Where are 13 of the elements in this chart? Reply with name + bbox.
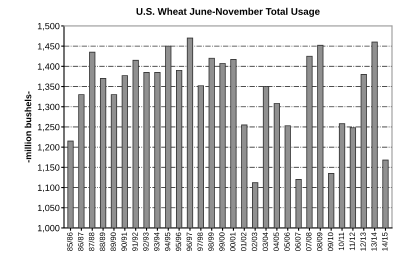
chart-title: U.S. Wheat June-November Total Usage [136,8,320,17]
y-tick-label: 1,250 [38,124,60,132]
y-tick-label: 1,450 [38,43,60,51]
y-tick-label: 1,000 [38,224,60,232]
y-tick-label: 1,150 [38,164,60,172]
y-tick-label: 1,350 [38,84,60,91]
y-tick-label: 1,400 [38,63,60,71]
y-tick-label: 1,200 [38,144,60,152]
y-tick-label: 1,500 [38,22,60,30]
y-tick-label: 1,100 [38,184,60,192]
y-axis-title: -million bushels- [24,91,32,162]
y-tick-label: 1,300 [38,104,60,112]
y-tick-label: 1,050 [38,204,60,212]
